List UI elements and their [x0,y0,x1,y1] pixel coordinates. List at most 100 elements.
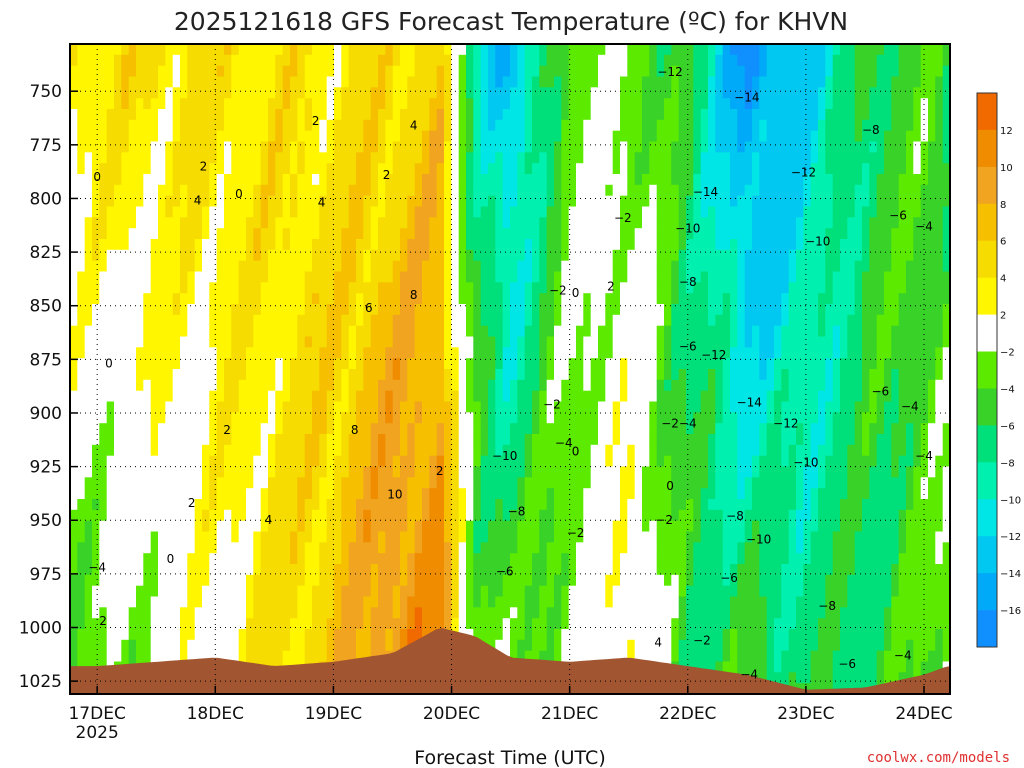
temperature-cell [642,184,650,197]
temperature-cell [451,553,460,565]
temperature-cell [143,564,152,576]
temperature-cell [348,488,357,500]
temperature-cell [172,87,181,99]
temperature-cell [121,239,130,251]
temperature-cell [480,542,489,554]
temperature-cell [466,163,474,175]
temperature-cell [422,477,430,489]
temperature-cell [319,477,328,489]
temperature-cell [378,195,386,208]
temperature-cell [671,109,680,121]
temperature-cell [209,152,218,164]
temperature-cell [451,174,460,186]
temperature-cell [99,434,108,446]
temperature-cell [290,314,298,327]
temperature-cell [128,574,137,587]
temperature-cell [612,76,621,88]
temperature-cell [554,119,562,132]
temperature-cell [319,639,328,652]
temperature-cell [128,499,137,511]
temperature-cell [451,325,460,338]
temperature-cell [231,76,240,88]
temperature-cell [304,379,313,392]
temperature-cell [554,596,562,608]
temperature-cell [649,477,658,489]
temperature-cell [260,520,269,533]
temperature-cell [70,488,78,500]
temperature-cell [502,358,511,370]
temperature-cell [429,98,438,110]
temperature-cell [143,607,152,619]
temperature-cell [275,455,284,468]
temperature-cell [539,87,548,99]
temperature-cell [150,239,159,251]
temperature-cell [348,54,357,67]
temperature-cell [473,206,482,218]
temperature-cell [150,401,159,413]
temperature-cell [341,369,350,381]
temperature-cell [524,531,533,543]
temperature-cell [554,553,562,565]
temperature-cell [634,650,643,663]
temperature-cell [429,585,438,598]
temperature-cell [378,174,386,186]
temperature-cell [488,618,496,630]
temperature-cell [429,347,438,359]
temperature-cell [422,119,430,132]
temperature-cell [341,390,350,403]
temperature-cell [114,271,122,283]
temperature-cell [392,271,401,283]
temperature-cell [92,304,100,316]
temperature-cell [216,271,225,283]
temperature-cell [451,574,460,587]
temperature-cell [172,564,181,576]
temperature-cell [385,488,394,500]
temperature-cell [473,379,482,392]
temperature-cell [422,239,430,251]
temperature-cell [326,358,335,370]
temperature-cell [642,596,650,608]
temperature-cell [649,206,658,218]
temperature-cell [334,325,342,338]
temperature-cell [187,564,196,576]
temperature-cell [561,195,570,208]
temperature-cell [297,488,306,500]
temperature-cell [77,542,86,554]
temperature-cell [656,520,665,533]
temperature-cell [620,412,628,424]
temperature-cell [488,217,496,229]
temperature-cell [392,76,401,88]
temperature-cell [480,260,489,273]
temperature-cell [524,585,533,598]
temperature-cell [165,574,174,587]
temperature-cell [106,520,115,533]
temperature-cell [341,358,350,370]
temperature-cell [444,282,452,294]
temperature-cell [106,76,115,88]
temperature-cell [70,434,78,446]
temperature-cell [407,455,416,468]
temperature-cell [180,466,188,478]
temperature-cell [517,184,526,197]
temperature-cell [363,585,372,598]
temperature-cell [231,304,240,316]
temperature-cell [194,607,203,619]
temperature-cell [84,98,93,110]
temperature-cell [495,249,504,262]
temperature-cell [297,434,306,446]
temperature-cell [246,553,254,565]
temperature-cell [429,314,438,327]
temperature-cell [554,564,562,576]
temperature-cell [546,271,555,283]
temperature-cell [231,574,240,587]
temperature-cell [385,379,394,392]
temperature-cell [158,390,166,403]
temperature-cell [114,553,122,565]
temperature-cell [392,249,401,262]
temperature-cell [656,596,665,608]
temperature-cell [224,336,232,348]
temperature-cell [458,76,467,88]
temperature-cell [92,509,100,522]
temperature-cell [385,282,394,294]
temperature-cell [114,639,122,652]
